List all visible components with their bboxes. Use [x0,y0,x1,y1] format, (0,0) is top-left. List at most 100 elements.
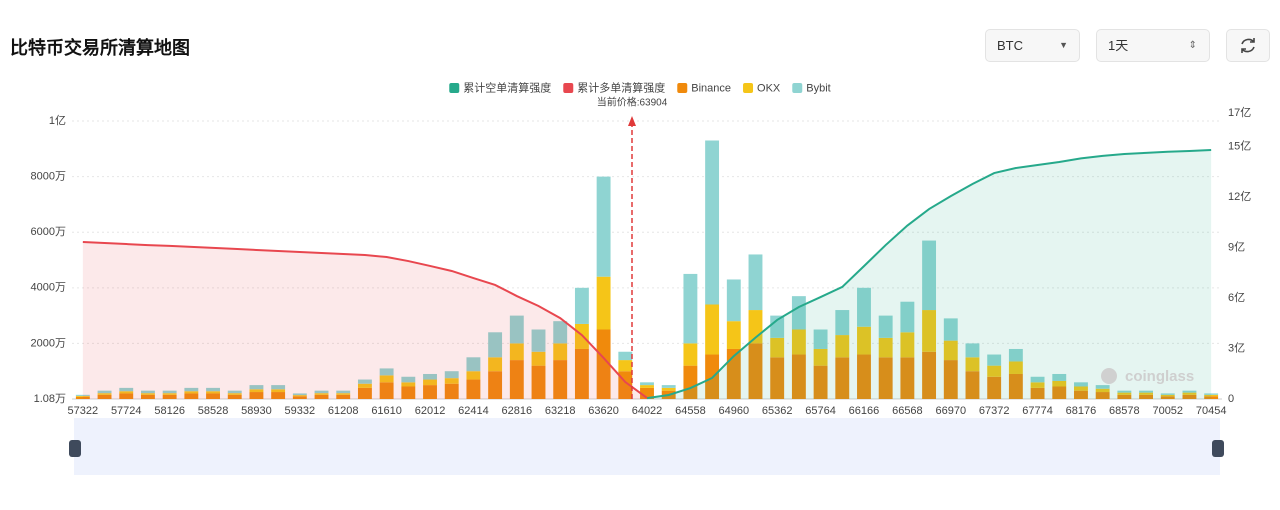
bar [1182,390,1197,393]
bar [640,385,654,388]
refresh-button[interactable] [1226,29,1270,62]
bar [401,376,416,383]
bar [748,310,763,344]
bar [900,332,915,358]
bar [1095,385,1110,389]
bar [791,354,806,399]
bar [726,321,741,349]
y2-tick-label: 3亿 [1228,341,1245,354]
zoom-slider [74,418,1220,475]
zoom-handle[interactable] [69,440,81,457]
bar [423,385,437,399]
bar [357,383,372,388]
bar [184,387,199,392]
bar [835,357,850,399]
bar [574,348,589,399]
bar [878,357,893,399]
bar [75,395,90,397]
bar [922,351,937,399]
coin-select[interactable]: BTC ▼ [985,29,1080,62]
x-tick-label: 68578 [1109,405,1140,417]
bar [531,351,546,366]
bar [292,395,307,397]
bar [618,371,633,399]
legend-swatch [743,83,754,93]
bar [162,394,177,399]
bar [965,371,980,399]
bar [1117,394,1132,399]
period-select[interactable]: 1天 ⇕ [1096,29,1210,62]
bar [141,390,155,394]
legend: 累计空单清算强度 累计多单清算强度 Binance OKX Bybit [449,80,831,94]
bar [119,387,134,392]
x-tick-label: 63218 [545,405,576,417]
y2-tick-label: 9亿 [1228,240,1245,253]
bar [1030,376,1045,383]
x-tick-label: 65764 [805,405,836,417]
bar [1139,392,1153,395]
x-tick-label: 61208 [328,405,359,417]
bar [705,354,720,399]
bar [119,393,134,399]
y2-tick-label: 12亿 [1228,190,1251,203]
area [82,242,647,399]
bar [1052,373,1067,381]
bar [1182,392,1197,395]
bar [857,287,871,327]
bar [423,379,437,386]
bar [596,176,611,277]
bar [509,360,524,399]
bar [444,378,459,384]
zoom-handle[interactable] [1212,440,1224,457]
bar [726,348,741,399]
bar [1160,396,1175,399]
refresh-icon [1241,38,1255,53]
x-tick-label: 70454 [1196,405,1227,417]
bar [1052,386,1067,399]
bar [509,315,524,344]
bar [922,310,937,352]
bar [640,382,654,386]
bar [596,276,611,330]
bar [488,371,503,399]
bar [1117,390,1132,393]
x-tick-label: 58126 [154,405,185,417]
bar [466,371,481,380]
legend-swatch [792,83,803,93]
bar [574,323,589,349]
bar [878,315,893,338]
bar [97,393,112,395]
bar [835,335,850,358]
bar [357,387,372,399]
bar [227,394,242,399]
bar [1052,380,1067,387]
bar [943,340,958,361]
x-tick-label: 61610 [371,405,402,417]
bar [466,379,481,399]
bar [97,390,112,394]
bar [162,393,177,395]
bar [97,394,112,399]
bar [357,379,372,384]
bar [1160,394,1175,397]
bar [1095,392,1110,399]
bar [987,354,1002,366]
x-tick-label: 67774 [1022,405,1053,417]
x-tick-label: 64022 [632,405,663,417]
bar [1204,394,1219,397]
stepper-arrows: ⇕ [1188,40,1197,51]
bar [1139,390,1153,393]
bar [184,393,199,399]
bar [249,385,264,390]
bar [770,357,785,399]
bar [943,318,958,341]
bar [553,360,568,399]
x-tick-label: 62816 [502,405,533,417]
legend-label: OKX [757,82,781,94]
bar [1160,393,1175,395]
legend-label: Binance [691,82,731,94]
bar [488,332,503,358]
x-tick-label: 67372 [979,405,1010,417]
bar [271,392,286,399]
legend-swatch [677,83,688,93]
